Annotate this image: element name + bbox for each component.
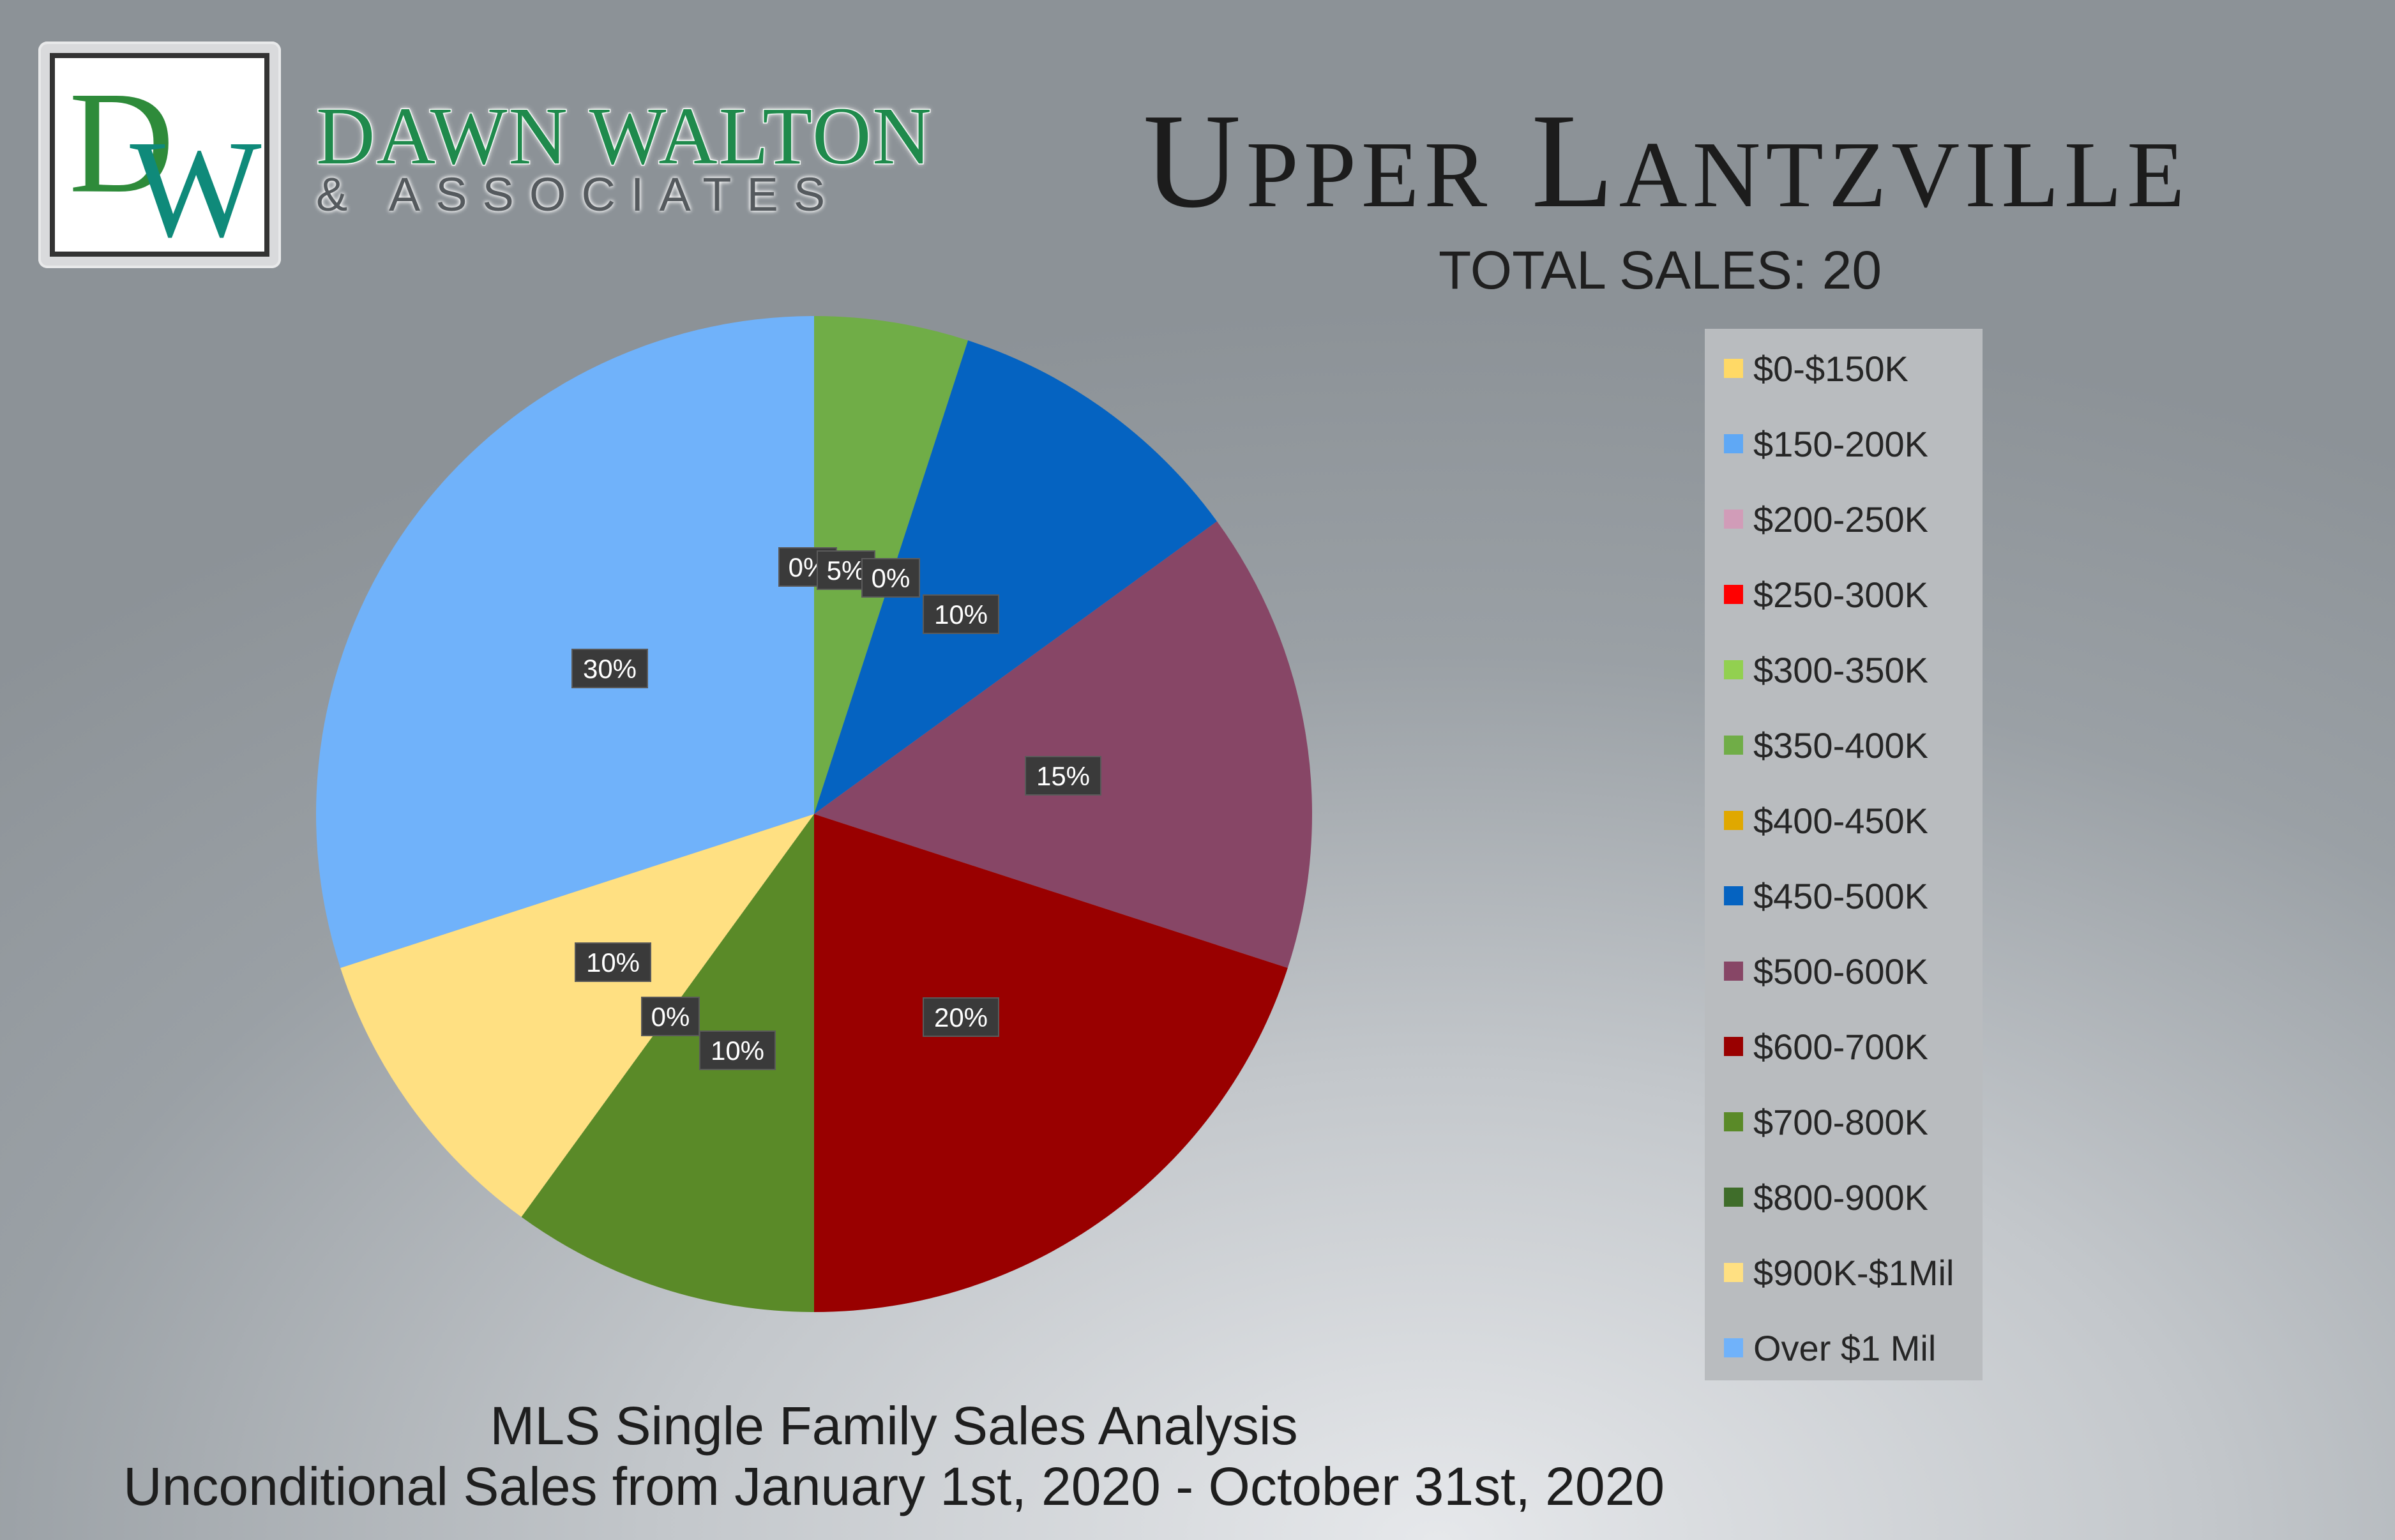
legend-swatch: [1724, 1338, 1743, 1357]
pie-slice-9: [814, 814, 1288, 1312]
legend-swatch: [1724, 660, 1743, 679]
legend-swatch: [1724, 811, 1743, 830]
pie-slice-12: [340, 814, 814, 1218]
legend-item-1: $150-200K: [1724, 418, 1928, 469]
slice-label-9: 20%: [923, 997, 999, 1037]
slice-label-text-7: 10%: [934, 600, 988, 630]
legend-swatch: [1724, 585, 1743, 604]
legend-item-4: $300-350K: [1724, 644, 1928, 695]
legend-swatch: [1724, 1188, 1743, 1207]
legend-label: $800-900K: [1753, 1177, 1929, 1218]
slice-label-13: 30%: [571, 649, 648, 688]
slice-label-7: 10%: [923, 594, 999, 634]
slice-label-12: 10%: [575, 942, 651, 982]
legend-label: $900K-$1Mil: [1753, 1252, 1954, 1293]
slice-label-text-6: 0%: [872, 563, 910, 593]
legend-label: $300-350K: [1753, 649, 1929, 690]
legend-item-12: $900K-$1Mil: [1724, 1247, 1954, 1298]
legend-label: Over $1 Mil: [1753, 1327, 1937, 1368]
legend-item-2: $200-250K: [1724, 494, 1928, 545]
pie-slice-8: [814, 521, 1312, 969]
legend-swatch: [1724, 962, 1743, 981]
legend-label: $450-500K: [1753, 875, 1929, 916]
total-sales: TOTAL SALES: 20: [1438, 240, 1882, 300]
pie-slice-7: [814, 340, 1218, 814]
legend-swatch: [1724, 1112, 1743, 1131]
slice-label-text-13: 30%: [583, 654, 637, 684]
slice-label-text-11: 0%: [651, 1002, 690, 1032]
page-title: Upper Lantzville: [1143, 86, 2190, 236]
legend-swatch: [1724, 510, 1743, 529]
pie-slice-10: [521, 814, 814, 1312]
dw-monogram: D W: [69, 62, 262, 252]
legend-label: $350-400K: [1753, 725, 1929, 766]
pie-slice-13: [316, 316, 814, 969]
slice-label-10: 10%: [699, 1030, 776, 1070]
legend-label: $200-250K: [1753, 499, 1929, 540]
footer-title: MLS Single Family Sales Analysis: [490, 1396, 1298, 1456]
legend-label: $400-450K: [1753, 800, 1929, 841]
legend-item-7: $450-500K: [1724, 870, 1928, 921]
legend-swatch: [1724, 434, 1743, 453]
legend-item-0: $0-$150K: [1724, 343, 1908, 394]
footer-date-range: Unconditional Sales from January 1st, 20…: [123, 1456, 1665, 1516]
legend-swatch: [1724, 359, 1743, 378]
legend-label: $700-800K: [1753, 1101, 1929, 1142]
legend: $0-$150K $150-200K $200-250K $250-300K $300-…: [1705, 329, 1983, 1380]
logo: D W: [38, 42, 281, 268]
legend-swatch: [1724, 1263, 1743, 1282]
legend-label: $250-300K: [1753, 574, 1929, 615]
legend-item-10: $700-800K: [1724, 1096, 1928, 1147]
legend-swatch: [1724, 886, 1743, 905]
slice-label-6: 0%: [861, 558, 920, 598]
legend-item-13: Over $1 Mil: [1724, 1322, 1936, 1373]
monogram-d: D: [69, 62, 174, 223]
brand-subtitle: & ASSOCIATES: [316, 168, 841, 221]
slice-label-text-8: 15%: [1036, 761, 1090, 791]
legend-label: $500-600K: [1753, 951, 1929, 992]
slice-label-text-10: 10%: [711, 1036, 764, 1066]
brand-name: DAWN WALTON: [315, 90, 933, 183]
legend-item-11: $800-900K: [1724, 1172, 1928, 1223]
legend-swatch: [1724, 736, 1743, 755]
legend-item-6: $400-450K: [1724, 795, 1928, 846]
legend-label: $0-$150K: [1753, 348, 1908, 389]
slice-label-text-12: 10%: [586, 947, 640, 978]
slice-label-11: 0%: [641, 997, 700, 1036]
monogram-w: W: [130, 112, 261, 252]
legend-item-8: $500-600K: [1724, 946, 1928, 997]
slice-label-text-9: 20%: [934, 1002, 988, 1032]
legend-item-3: $250-300K: [1724, 569, 1928, 620]
legend-label: $600-700K: [1753, 1026, 1929, 1067]
legend-label: $150-200K: [1753, 423, 1929, 464]
legend-swatch: [1724, 1037, 1743, 1056]
legend-item-5: $350-400K: [1724, 720, 1928, 771]
slice-label-text-5: 5%: [827, 555, 866, 585]
legend-item-9: $600-700K: [1724, 1021, 1928, 1072]
slice-label-8: 15%: [1025, 756, 1101, 796]
